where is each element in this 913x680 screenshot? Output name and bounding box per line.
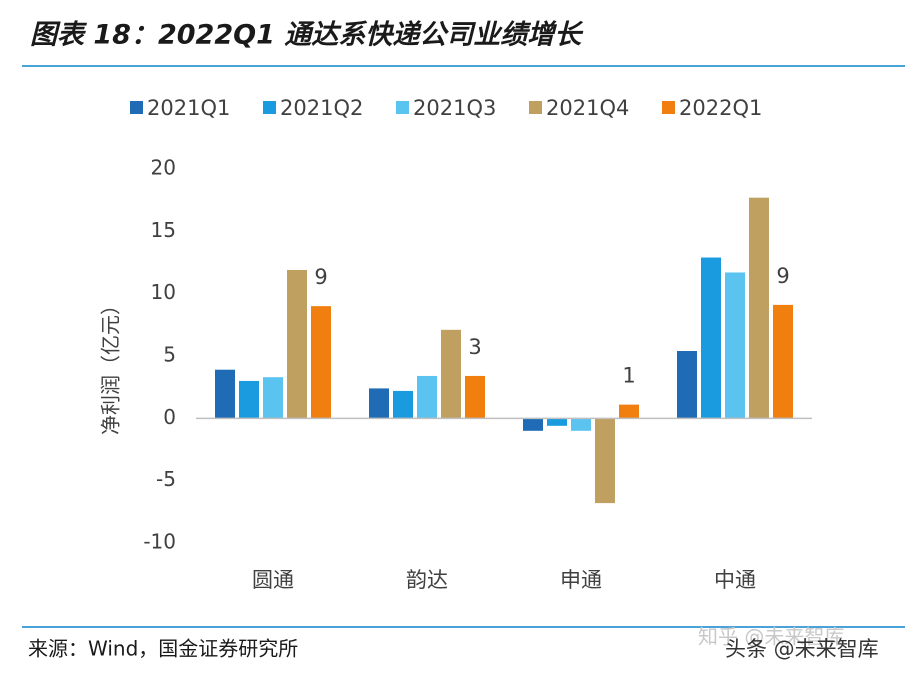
y-tick-label: 5 (163, 343, 176, 367)
y-tick-label: -5 (156, 467, 176, 491)
bar (595, 418, 615, 504)
bar (287, 269, 307, 419)
legend-swatch (529, 101, 542, 114)
legend-swatch (662, 101, 675, 114)
bar (263, 377, 283, 419)
legend-label: 2021Q3 (413, 96, 496, 120)
bar (619, 404, 639, 419)
bar (215, 369, 235, 419)
legend-label: 2021Q1 (147, 96, 230, 120)
bar (773, 304, 793, 419)
watermark: 头条 @未来智库 (725, 637, 879, 661)
bar (311, 306, 331, 419)
data-label: 1 (622, 364, 635, 388)
bar (725, 272, 745, 419)
x-tick-label: 申通 (560, 568, 602, 592)
bar (701, 257, 721, 419)
x-tick-label: 圆通 (252, 568, 294, 592)
x-tick-label: 中通 (714, 568, 756, 592)
bar (523, 418, 543, 431)
legend-label: 2021Q4 (546, 96, 629, 120)
bar (465, 375, 485, 419)
bar (441, 329, 461, 419)
legend-label: 2021Q2 (280, 96, 363, 120)
legend-swatch (396, 101, 409, 114)
y-tick-label: -10 (143, 530, 176, 554)
bar (369, 388, 389, 419)
chart-title: 图表 18：2022Q1 通达系快递公司业绩增长 (30, 20, 584, 51)
bar (571, 418, 591, 431)
y-axis-label: 净利润（亿元） (99, 295, 123, 435)
legend-label: 2022Q1 (679, 96, 762, 120)
legend-swatch (130, 101, 143, 114)
data-label: 9 (314, 265, 327, 289)
bar (677, 351, 697, 419)
bar (749, 197, 769, 419)
y-tick-label: 0 (163, 405, 176, 429)
watermark: 知乎 @未来智库 (698, 625, 844, 649)
source: 来源：Wind，国金证券研究所 (28, 637, 298, 661)
data-label: 9 (776, 264, 789, 288)
bar (239, 380, 259, 419)
y-tick-label: 10 (151, 280, 176, 304)
data-label: 3 (468, 335, 481, 359)
bar (393, 390, 413, 419)
legend-swatch (263, 101, 276, 114)
x-tick-label: 韵达 (406, 568, 448, 592)
y-tick-label: 20 (151, 156, 176, 180)
y-tick-label: 15 (151, 218, 176, 242)
bar (417, 375, 437, 419)
bar (547, 418, 567, 426)
